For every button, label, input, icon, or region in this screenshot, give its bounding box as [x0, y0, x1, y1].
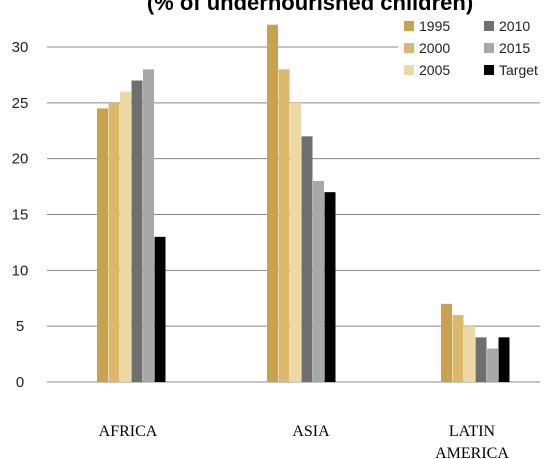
- x-axis: AFRICA ASIA LATIN AMERICA: [99, 423, 510, 459]
- bar-2015-latin-america: [487, 348, 498, 382]
- bar-target-africa: [154, 236, 166, 382]
- bar-2005-africa: [120, 91, 131, 383]
- bar-target-latin-america: [498, 337, 510, 382]
- legend-label-2010: 2010: [499, 18, 530, 34]
- y-tick-label: 20: [12, 151, 29, 168]
- bar-target-asia: [324, 192, 336, 382]
- legend-label-2000: 2000: [419, 40, 450, 56]
- legend-label-1995: 1995: [419, 18, 450, 34]
- y-tick-label: 10: [12, 262, 29, 279]
- y-tick-label: 25: [12, 95, 29, 112]
- bars: [97, 24, 510, 383]
- bar-1995-asia: [267, 24, 278, 383]
- bar-2000-asia: [278, 69, 290, 382]
- bar-2010-asia: [301, 136, 313, 382]
- category-label: ASIA: [292, 423, 330, 440]
- legend-swatch-1995: [404, 21, 414, 31]
- bar-2000-africa: [108, 102, 120, 382]
- legend-label-2005: 2005: [419, 62, 450, 78]
- legend-swatch-2005: [404, 65, 414, 75]
- bar-1995-latin-america: [441, 303, 452, 382]
- bar-2000-latin-america: [452, 315, 464, 382]
- bar-2015-africa: [143, 69, 154, 382]
- y-axis: 0 5 10 15 20 25 30: [12, 39, 29, 391]
- bar-1995-africa: [97, 108, 108, 383]
- legend-swatch-2000: [404, 43, 414, 53]
- bar-2005-asia: [290, 102, 301, 382]
- chart-title: (% of undernourished children): [147, 0, 473, 15]
- legend-background: [398, 16, 548, 84]
- category-label: AFRICA: [99, 423, 158, 440]
- legend-swatch-2010: [484, 21, 494, 31]
- bar-2010-africa: [131, 80, 143, 382]
- legend-label-2015: 2015: [499, 40, 530, 56]
- category-label: LATIN: [449, 423, 496, 440]
- y-tick-label: 0: [16, 374, 24, 391]
- legend-swatch-2015: [484, 43, 494, 53]
- y-tick-label: 30: [12, 39, 29, 56]
- bar-2010-latin-america: [475, 337, 487, 382]
- y-tick-label: 15: [12, 207, 29, 224]
- bar-2005-latin-america: [464, 326, 475, 382]
- category-label: AMERICA: [435, 445, 509, 459]
- y-tick-label: 5: [16, 318, 24, 335]
- legend: 1995 2000 2005 2010 2015 Target: [398, 16, 548, 84]
- legend-swatch-target: [484, 65, 494, 75]
- bar-2015-asia: [313, 181, 324, 382]
- legend-label-target: Target: [499, 62, 538, 78]
